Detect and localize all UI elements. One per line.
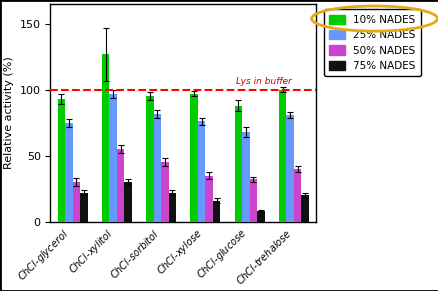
- Bar: [161, 162, 168, 222]
- Bar: [234, 106, 242, 222]
- Bar: [242, 132, 249, 222]
- Bar: [286, 115, 293, 222]
- Bar: [146, 96, 153, 222]
- Bar: [124, 182, 131, 222]
- Bar: [153, 113, 161, 222]
- Bar: [190, 94, 198, 222]
- Bar: [80, 193, 88, 222]
- Bar: [102, 54, 109, 222]
- Bar: [212, 200, 220, 222]
- Y-axis label: Relative activity (%): Relative activity (%): [4, 56, 14, 169]
- Bar: [293, 169, 301, 222]
- Bar: [57, 99, 65, 222]
- Bar: [301, 195, 308, 222]
- Bar: [198, 121, 205, 222]
- Text: Lys in buffer: Lys in buffer: [236, 77, 291, 86]
- Legend: 10% NADES, 25% NADES, 50% NADES, 75% NADES: 10% NADES, 25% NADES, 50% NADES, 75% NAD…: [323, 9, 420, 76]
- Bar: [205, 175, 212, 222]
- Bar: [117, 149, 124, 222]
- Bar: [278, 90, 286, 222]
- Bar: [257, 211, 264, 222]
- Bar: [168, 193, 176, 222]
- Bar: [249, 180, 257, 222]
- Bar: [65, 123, 72, 222]
- Bar: [72, 182, 80, 222]
- Bar: [109, 94, 117, 222]
